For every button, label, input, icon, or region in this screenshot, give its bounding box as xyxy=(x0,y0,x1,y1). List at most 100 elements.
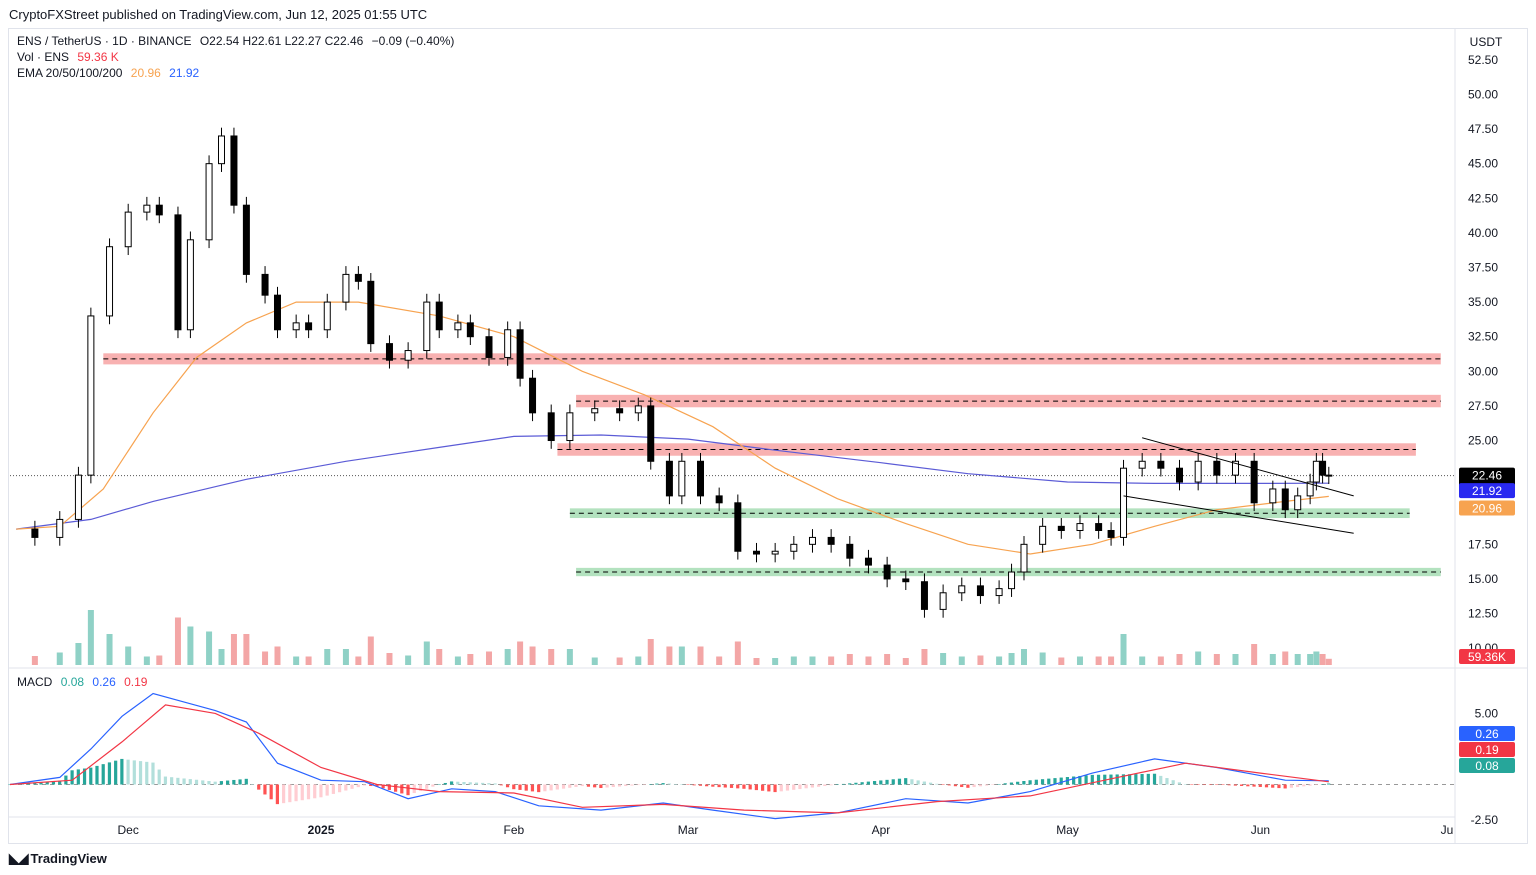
macd-hist-value: 0.08 xyxy=(60,675,85,689)
candle-body xyxy=(1319,460,1327,476)
volume-bar xyxy=(1307,654,1314,665)
candle-body xyxy=(385,343,393,361)
candle-body xyxy=(715,495,723,504)
macd-line-value: 0.26 xyxy=(92,675,116,689)
macd-histogram-bar xyxy=(362,784,367,786)
candle-body xyxy=(678,460,686,497)
candle-body xyxy=(1194,460,1202,483)
volume-bar xyxy=(1213,654,1220,665)
tradingview-logo[interactable]: ◣◢ TradingView xyxy=(9,850,107,867)
macd-histogram-bar xyxy=(512,784,516,790)
macd-histogram-bar xyxy=(51,781,56,785)
macd-histogram-bar xyxy=(1034,779,1038,785)
macd-histogram-bar xyxy=(935,783,939,785)
macd-histogram-bar xyxy=(810,784,814,788)
volume-bar xyxy=(1120,634,1127,665)
volume-bar xyxy=(1232,654,1239,665)
candle-body xyxy=(529,377,537,414)
candle-body xyxy=(790,543,798,552)
ema-orange-line xyxy=(16,301,1329,555)
macd-histogram-bar xyxy=(1022,781,1026,785)
candle-body xyxy=(939,592,947,610)
volume-bar xyxy=(666,646,673,665)
macd-line-tag: 0.26 xyxy=(1475,727,1499,741)
macd-histogram-bar xyxy=(1221,784,1225,786)
volume-bar xyxy=(174,617,181,665)
macd-histogram-bar xyxy=(244,778,248,785)
macd-histogram-bar xyxy=(1252,784,1256,787)
candle-body xyxy=(1312,460,1320,483)
macd-histogram-bar xyxy=(375,784,379,787)
price-tick: 35.00 xyxy=(1468,295,1498,309)
macd-histogram-bar xyxy=(1215,784,1219,786)
candle-body xyxy=(454,322,462,331)
volume-bar xyxy=(529,646,536,665)
macd-histogram-bar xyxy=(698,784,703,786)
macd-histogram-bar xyxy=(350,784,354,789)
candle-body xyxy=(1325,474,1333,477)
macd-histogram-bar xyxy=(530,784,535,792)
macd-histogram-bar xyxy=(872,781,877,785)
candle-body xyxy=(1176,467,1184,483)
volume-bar xyxy=(274,646,281,665)
volume-bar xyxy=(454,656,461,665)
macd-histogram-bar xyxy=(866,781,870,785)
ema-label[interactable]: EMA 20/50/100/200 xyxy=(17,66,123,80)
macd-histogram-bar xyxy=(1072,776,1076,785)
volume-bar xyxy=(1058,657,1065,665)
volume-bar xyxy=(753,658,760,665)
volume-bar xyxy=(548,649,555,665)
macd-histogram-bar xyxy=(941,784,945,786)
macd-histogram-bar xyxy=(1258,784,1262,787)
macd-histogram-bar xyxy=(673,783,678,785)
macd-histogram-bar xyxy=(717,784,721,788)
volume-legend: Vol · ENS 59.36 K xyxy=(17,50,124,64)
volume-bar xyxy=(106,634,113,665)
ema-orange-tag-bg xyxy=(1459,500,1515,516)
candle-body xyxy=(883,564,891,580)
candle-body xyxy=(827,536,835,545)
macd-histogram-bar xyxy=(319,784,323,798)
macd-histogram-bar xyxy=(1047,778,1051,785)
macd-histogram-bar xyxy=(736,784,740,789)
volume-label[interactable]: Vol · ENS xyxy=(17,50,70,64)
macd-histogram-bar xyxy=(369,784,373,786)
signal-line xyxy=(9,704,1329,814)
histogram-tag-bg xyxy=(1459,758,1515,773)
volume-bar xyxy=(734,641,741,665)
macd-histogram-bar xyxy=(723,784,727,788)
volume-bar xyxy=(1251,644,1258,665)
volume-bar xyxy=(218,649,225,665)
volume-bar xyxy=(293,656,300,665)
symbol-info[interactable]: ENS / TetherUS · 1D · BINANCE xyxy=(17,34,192,48)
volume-bar xyxy=(486,651,492,665)
price-tick: 32.50 xyxy=(1468,330,1498,344)
macd-histogram-bar xyxy=(400,784,404,794)
volume-bar xyxy=(647,639,654,665)
macd-histogram-bar xyxy=(1152,773,1157,785)
volume-bar xyxy=(1282,651,1289,665)
macd-histogram-bar xyxy=(1240,784,1244,786)
chart-frame[interactable] xyxy=(8,28,1528,844)
macd-tick: -2.50 xyxy=(1471,813,1499,827)
time-tick: Dec xyxy=(118,823,139,837)
volume-bar xyxy=(187,626,194,665)
time-tick: Mar xyxy=(678,823,699,837)
macd-histogram-bar xyxy=(599,784,603,789)
price-tick: 12.50 xyxy=(1468,607,1498,621)
volume-bar xyxy=(678,646,685,665)
macd-histogram-bar xyxy=(213,781,217,785)
macd-histogram-bar xyxy=(418,784,423,791)
macd-legend: MACD 0.08 0.26 0.19 xyxy=(17,675,152,689)
volume-bar xyxy=(75,643,82,665)
candle-body xyxy=(1157,460,1165,469)
macd-histogram-bar xyxy=(1289,784,1293,788)
candle-body xyxy=(261,273,269,296)
volume-bar xyxy=(1039,652,1046,665)
macd-histogram-bar xyxy=(960,784,964,788)
macd-histogram-bar xyxy=(294,784,298,802)
volume-bar xyxy=(1313,651,1320,665)
volume-bar xyxy=(921,649,928,665)
macd-label[interactable]: MACD xyxy=(17,675,53,689)
